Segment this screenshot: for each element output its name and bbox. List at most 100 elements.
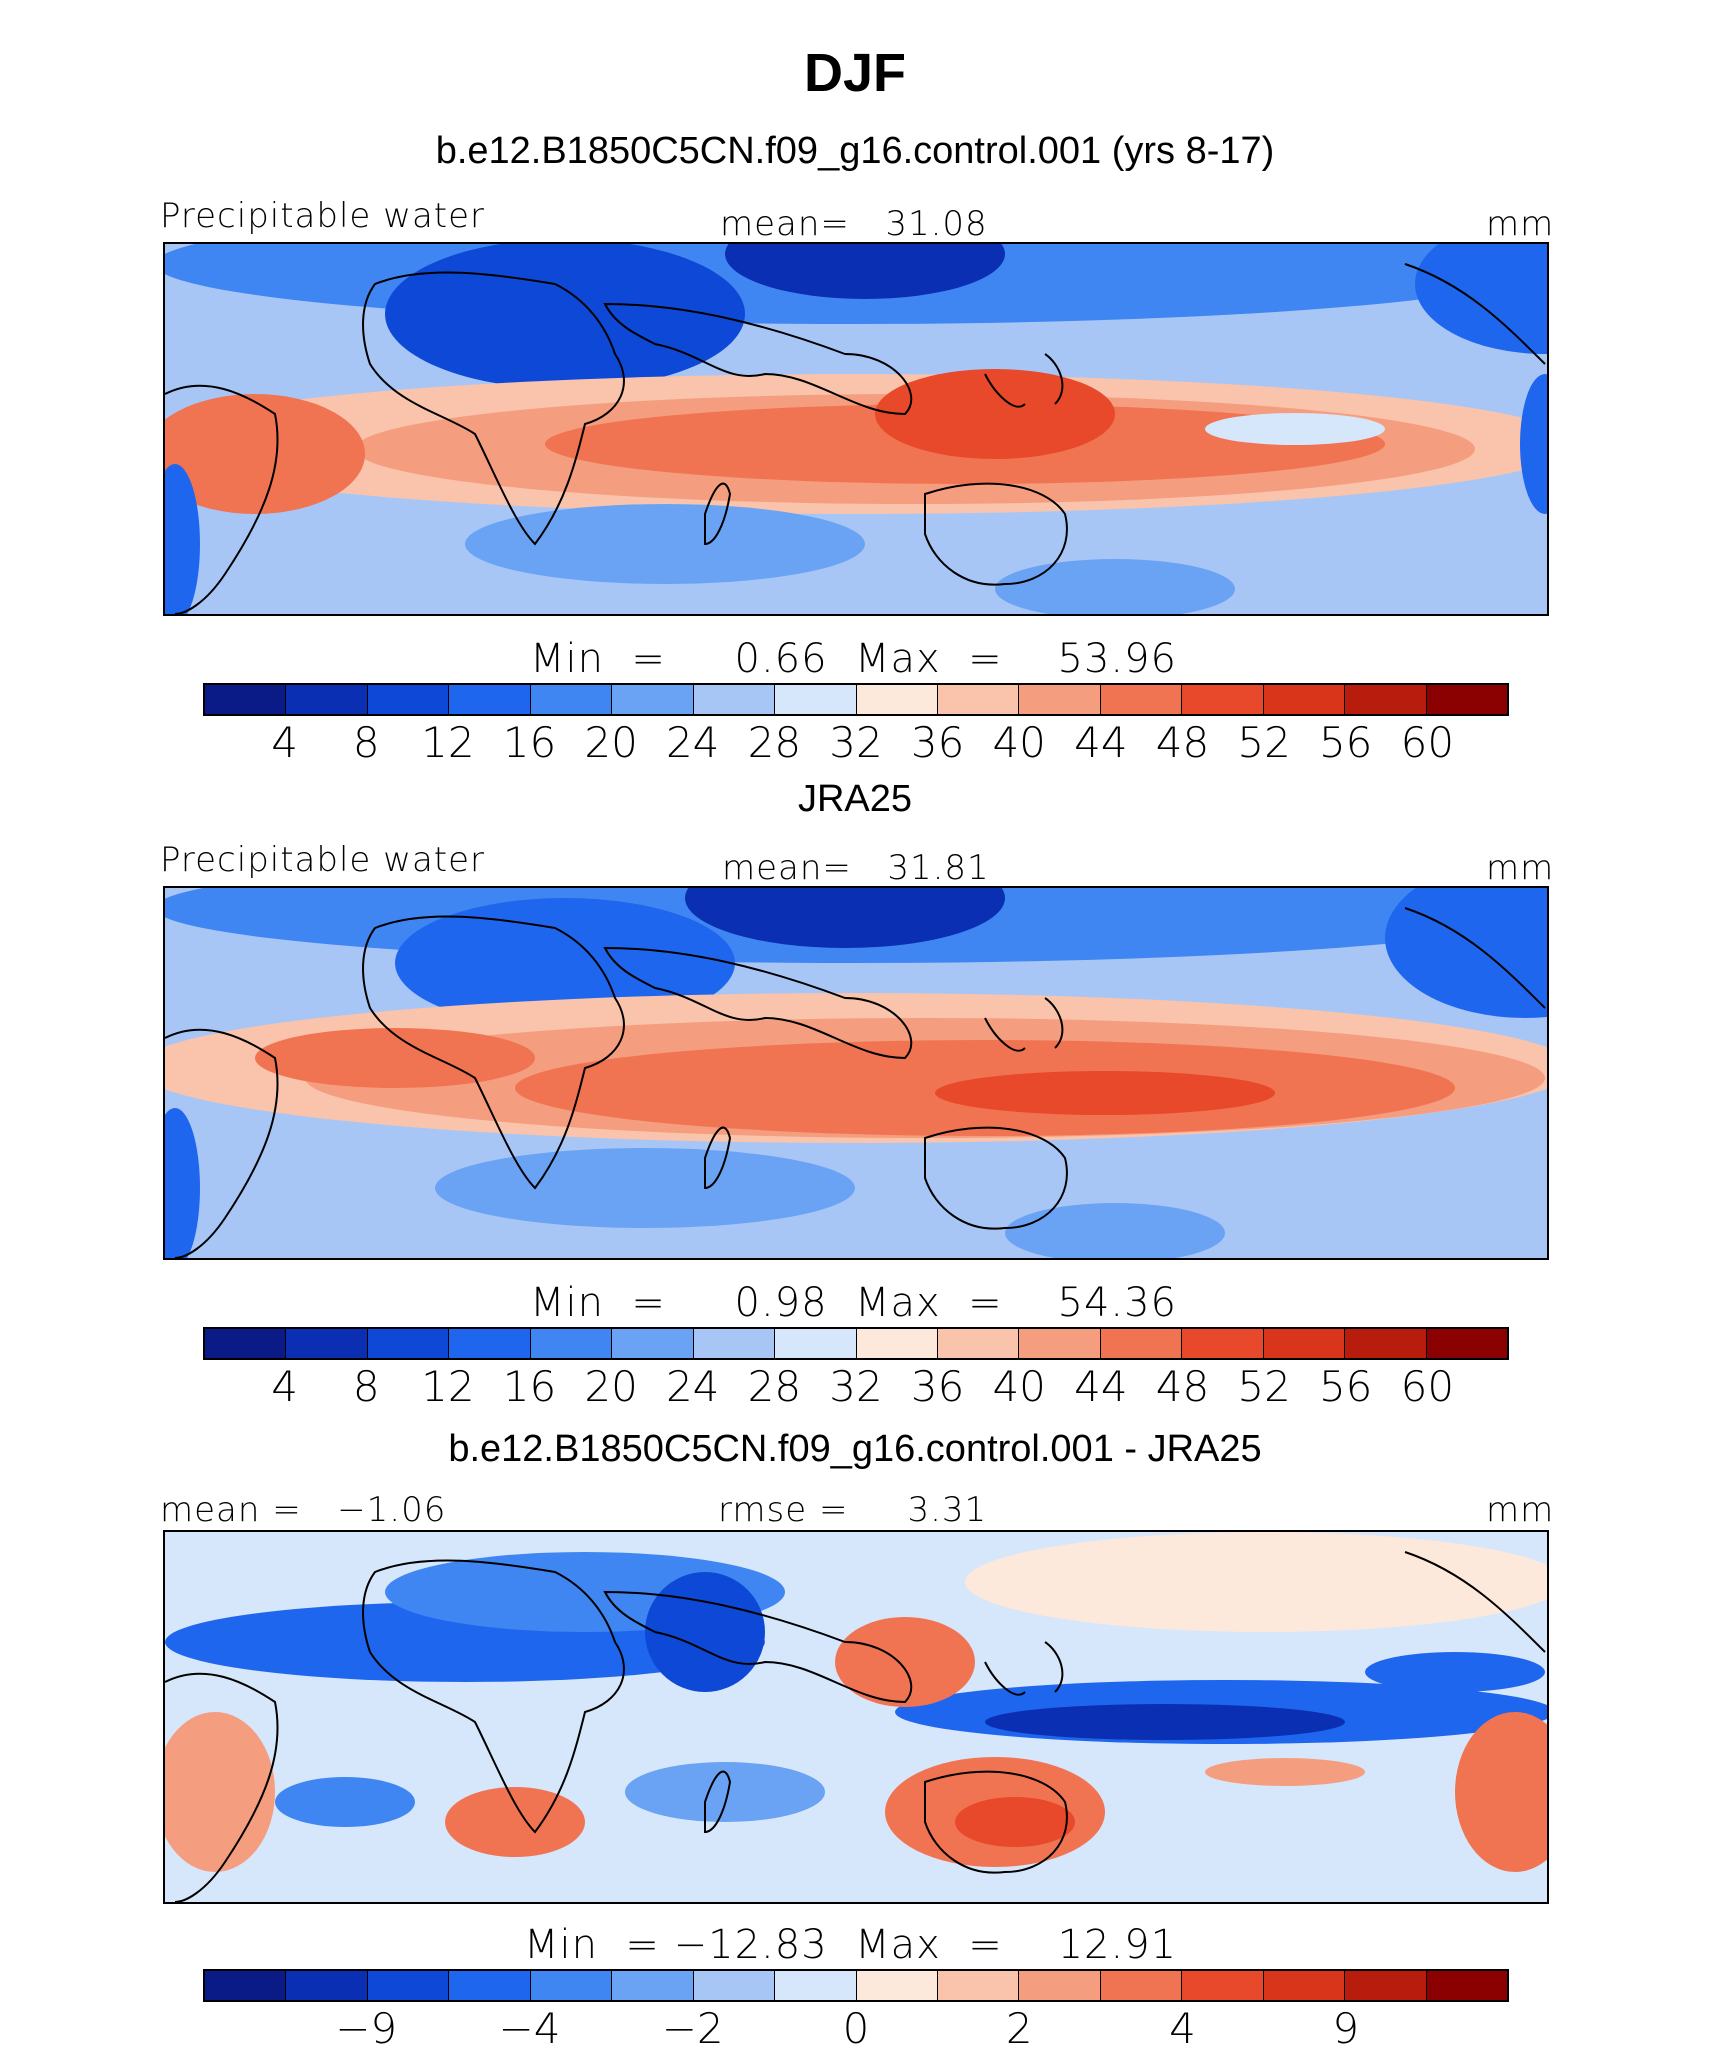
colorbar-tick-label: 8 (352, 1362, 380, 1411)
colorbar-swatch (612, 685, 694, 714)
panel-1-minmax-label: Min = 0.66 Max = 53.96 (530, 636, 1177, 682)
colorbar-tick-label: 24 (665, 718, 720, 767)
colorbar-swatch (1019, 1329, 1101, 1358)
colorbar-swatch (367, 685, 450, 714)
colorbar-swatch (367, 1971, 450, 2000)
colorbar-tick-label: 2 (1005, 2004, 1033, 2053)
colorbar-swatch (1100, 1329, 1183, 1358)
colorbar-tick-label: 40 (992, 1362, 1046, 1411)
colorbar-swatch (693, 1971, 776, 2000)
colorbar-swatch (1182, 685, 1264, 714)
colorbar-tick-label: 48 (1155, 1362, 1210, 1411)
colorbar-swatch (205, 1329, 287, 1358)
colorbar-swatch (856, 685, 938, 714)
colorbar-tick-label: −2 (661, 2004, 724, 2053)
colorbar-swatch (367, 1329, 450, 1358)
colorbar-swatch (1426, 1329, 1507, 1358)
colorbar-swatch (937, 685, 1020, 714)
colorbar-tick-label: 4 (1169, 2004, 1196, 2053)
panel-3-title: b.e12.B1850C5CN.f09_g16.control.001 - JR… (448, 1428, 1262, 1470)
colorbar-swatch (1019, 1971, 1101, 2000)
panel-1-map (163, 242, 1549, 616)
colorbar-swatch (612, 1329, 694, 1358)
colorbar-tick-label: 60 (1400, 1362, 1455, 1411)
colorbar-swatch (775, 1971, 857, 2000)
colorbar-tick-label: 16 (502, 718, 557, 767)
colorbar-swatch (1263, 685, 1346, 714)
panel-3-mean-label: mean = −1.06 (160, 1490, 447, 1530)
colorbar-tick-label: 36 (910, 718, 965, 767)
colorbar-tick-label: 32 (829, 718, 883, 767)
colorbar-swatch (1426, 685, 1507, 714)
panel-1-colorbar (203, 683, 1509, 716)
colorbar-swatch (286, 1329, 368, 1358)
colorbar-tick-label: 52 (1237, 1362, 1291, 1411)
colorbar-swatch (693, 1329, 776, 1358)
colorbar-tick-label: 8 (352, 718, 380, 767)
colorbar-swatch (286, 685, 368, 714)
colorbar-tick-label: 4 (271, 1362, 298, 1411)
colorbar-swatch (1345, 685, 1427, 714)
colorbar-tick-label: 60 (1400, 718, 1455, 767)
colorbar-swatch (530, 685, 613, 714)
colorbar-swatch (286, 1971, 368, 2000)
colorbar-swatch (530, 1971, 613, 2000)
colorbar-swatch (1263, 1971, 1346, 2000)
panel-1-mean-label: mean= 31.08 (720, 204, 988, 244)
colorbar-tick-label: 20 (584, 1362, 638, 1411)
colorbar-tick-label: 0 (842, 2004, 870, 2053)
colorbar-tick-label: 44 (1074, 718, 1128, 767)
panel-1-units-label: mm (1486, 204, 1555, 244)
colorbar-swatch (1019, 685, 1101, 714)
colorbar-swatch (205, 685, 287, 714)
colorbar-swatch (775, 1329, 857, 1358)
panel-3-map (163, 1530, 1549, 1904)
panel-3-colorbar (203, 1969, 1509, 2002)
colorbar-tick-label: 16 (502, 1362, 557, 1411)
colorbar-swatch (1426, 1971, 1507, 2000)
colorbar-swatch (1100, 685, 1183, 714)
colorbar-swatch (1182, 1329, 1264, 1358)
colorbar-tick-label: 12 (421, 1362, 475, 1411)
colorbar-tick-label: 28 (747, 718, 802, 767)
colorbar-tick-label: 32 (829, 1362, 883, 1411)
colorbar-swatch (937, 1329, 1020, 1358)
colorbar-swatch (449, 1329, 531, 1358)
colorbar-tick-label: −9 (335, 2004, 398, 2053)
panel-3-colorbar-ticks: −9 −4 −2 0 2 4 9 (203, 2004, 1509, 2054)
colorbar-tick-label: 56 (1318, 718, 1373, 767)
panel-1-title: b.e12.B1850C5CN.f09_g16.control.001 (yrs… (435, 130, 1275, 172)
colorbar-swatch (693, 685, 776, 714)
colorbar-swatch (530, 1329, 613, 1358)
colorbar-tick-label: 4 (271, 718, 298, 767)
page-title: DJF (803, 43, 906, 103)
panel-1-colorbar-ticks: 4 8 12 16 20 24 28 32 36 40 44 48 52 56 … (203, 718, 1509, 768)
colorbar-swatch (856, 1329, 938, 1358)
colorbar-swatch (937, 1971, 1020, 2000)
colorbar-swatch (205, 1971, 287, 2000)
colorbar-tick-label: 36 (910, 1362, 965, 1411)
colorbar-tick-label: −4 (498, 2004, 561, 2053)
panel-2-title: JRA25 (797, 778, 913, 820)
panel-2-variable-label: Precipitable water (160, 840, 486, 880)
colorbar-swatch (1182, 1971, 1264, 2000)
colorbar-tick-label: 52 (1237, 718, 1291, 767)
colorbar-swatch (1100, 1971, 1183, 2000)
panel-2-mean-label: mean= 31.81 (722, 848, 990, 888)
colorbar-tick-label: 24 (665, 1362, 720, 1411)
colorbar-tick-label: 28 (747, 1362, 802, 1411)
panel-1-variable-label: Precipitable water (160, 196, 486, 236)
panel-2-map (163, 886, 1549, 1260)
panel-3-rmse-label: rmse = 3.31 (718, 1490, 988, 1530)
colorbar-swatch (1345, 1329, 1427, 1358)
panel-3-minmax-label: Min = −12.83 Max = 12.91 (524, 1922, 1178, 1968)
colorbar-swatch (612, 1971, 694, 2000)
colorbar-tick-label: 56 (1318, 1362, 1373, 1411)
colorbar-tick-label: 44 (1074, 1362, 1128, 1411)
colorbar-swatch (1263, 1329, 1346, 1358)
panel-2-colorbar (203, 1327, 1509, 1360)
colorbar-swatch (449, 1971, 531, 2000)
colorbar-swatch (775, 685, 857, 714)
colorbar-tick-label: 48 (1155, 718, 1210, 767)
panel-2-minmax-label: Min = 0.98 Max = 54.36 (530, 1280, 1177, 1326)
